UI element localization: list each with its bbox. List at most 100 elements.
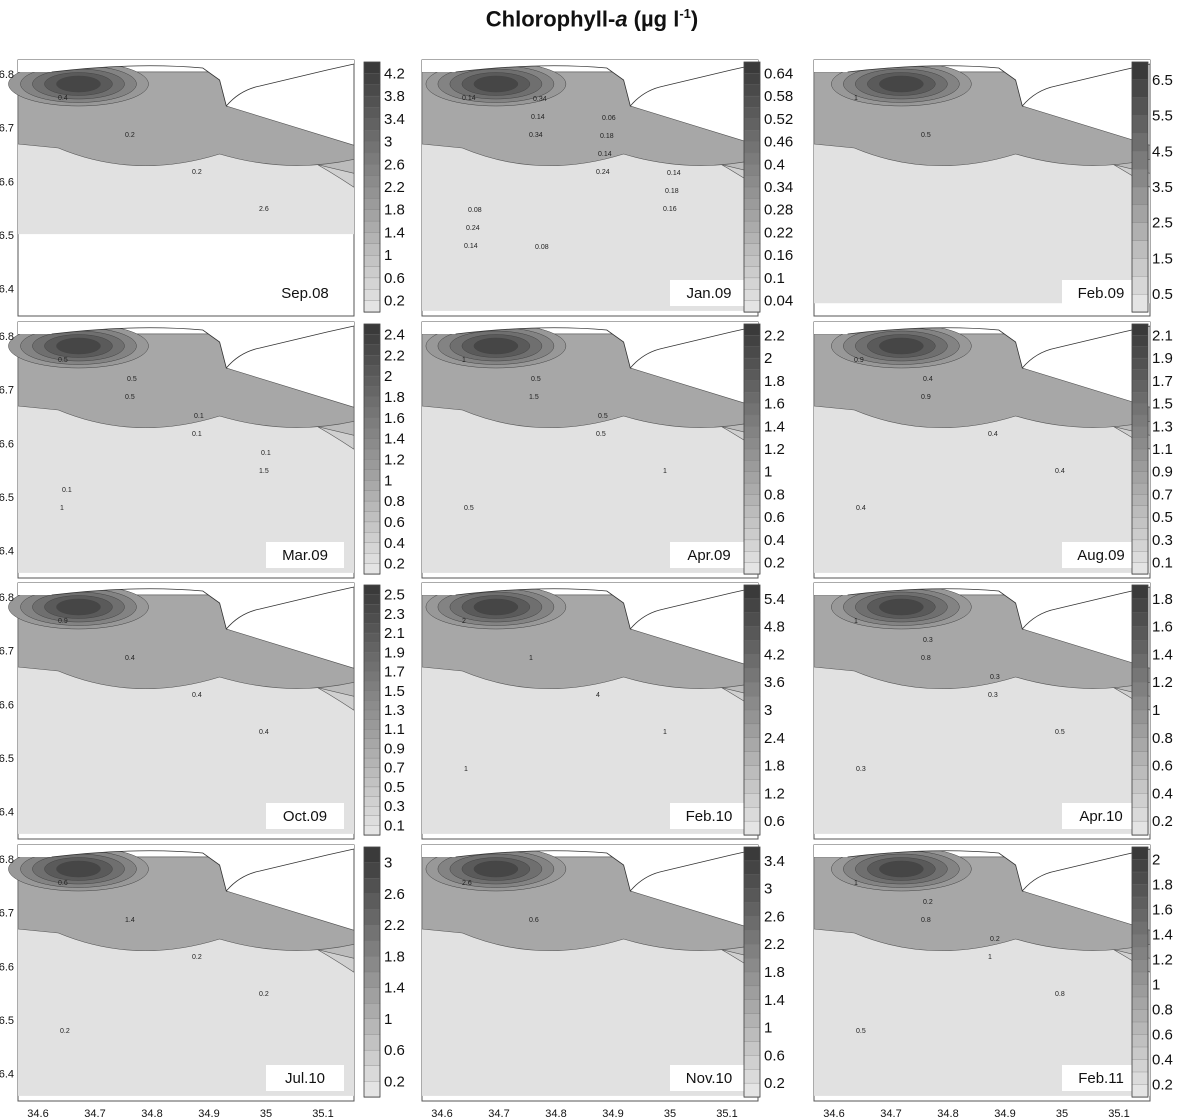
colorbar-swatch — [1131, 528, 1149, 541]
colorbar-swatch — [743, 765, 761, 781]
colorbar-swatch — [743, 1055, 761, 1070]
coastline — [847, 63, 1151, 107]
colorbar-tick-label: 0.8 — [764, 486, 785, 503]
contour-label: 0.2 — [923, 899, 933, 906]
colorbar-swatch — [1131, 640, 1149, 656]
colorbar-tick-label: 1.8 — [1152, 877, 1173, 894]
colorbar-swatch — [1131, 61, 1149, 81]
contour-label: 0.9 — [921, 394, 931, 401]
colorbar-swatch — [363, 118, 381, 131]
colorbar-swatch — [743, 820, 761, 836]
colorbar-swatch — [1131, 494, 1149, 507]
hotspot-contour — [56, 75, 101, 93]
x-tick-label: 34.9 — [602, 1108, 623, 1118]
colorbar-frame — [363, 846, 381, 1098]
colorbar-tick-label: 1.9 — [1152, 350, 1173, 367]
x-tick-label: 34.9 — [994, 1108, 1015, 1118]
colorbar-tick-label: 0.7 — [384, 760, 405, 777]
colorbar-tick-label: 3 — [764, 881, 772, 898]
contour-label: 0.3 — [990, 674, 1000, 681]
colorbar-swatch — [363, 594, 381, 605]
colorbar-tick-label: 0.3 — [384, 798, 405, 815]
panel-feb-09: 1 0.5 Feb.09 6.5 5.5 4.5 3.5 2.5 1.5 0.5 — [813, 59, 1173, 317]
colorbar-tick-label: 2.5 — [1152, 215, 1173, 232]
colorbar-swatch — [1131, 793, 1149, 808]
colorbar-tick-label: 2.2 — [384, 917, 405, 934]
colorbar-tick-label: 2.1 — [384, 625, 405, 642]
colorbar-swatch — [1131, 482, 1149, 496]
contour-label: 0.4 — [125, 655, 135, 662]
colorbar-tick-label: 0.28 — [764, 202, 793, 219]
contour-label: 0.5 — [921, 132, 931, 139]
colorbar-tick-label: 1.8 — [384, 948, 405, 965]
contour-label: 0.5 — [531, 376, 541, 383]
colorbar-swatch — [743, 737, 761, 753]
panel-date-label: Jan.09 — [686, 285, 731, 302]
colorbar-tick-label: 0.1 — [764, 270, 785, 287]
coastline — [455, 63, 759, 107]
colorbar-swatch — [363, 375, 381, 388]
land-area — [422, 583, 758, 629]
colorbar-tick-label: 0.6 — [384, 270, 405, 287]
colorbar-swatch — [363, 940, 381, 958]
colorbar-swatch — [1131, 115, 1149, 135]
contour-label: 4 — [596, 692, 600, 699]
hotspot-contour — [473, 337, 519, 355]
colorbar-swatch — [1131, 668, 1149, 683]
colorbar-tick-label: 1.7 — [1152, 373, 1173, 390]
figure-title: Chlorophyll-a (µg l-1) — [485, 6, 699, 32]
colorbar-swatch — [363, 95, 381, 109]
contour-label: 0.18 — [600, 133, 614, 140]
colorbar-swatch — [363, 255, 381, 268]
colorbar-swatch — [1131, 460, 1149, 473]
colorbar-swatch — [743, 357, 761, 371]
colorbar-swatch — [363, 243, 381, 256]
colorbar-swatch — [1131, 765, 1149, 781]
colorbar-tick-label: 0.1 — [1152, 555, 1173, 572]
x-tick-label: 34.9 — [198, 1108, 219, 1118]
colorbar-swatch — [363, 175, 381, 188]
colorbar-swatch — [363, 632, 381, 644]
colorbar-swatch — [1131, 682, 1149, 697]
panel-date-label: Feb.11 — [1078, 1070, 1124, 1087]
colorbar-tick-label: 0.6 — [1152, 758, 1173, 775]
colorbar-swatch — [743, 682, 761, 697]
colorbar-swatch — [743, 846, 761, 862]
colorbar-swatch — [363, 344, 381, 356]
colorbar-swatch — [743, 999, 761, 1015]
y-tick-label: 36.8 — [0, 854, 14, 866]
colorbar-swatch — [743, 164, 761, 177]
colorbar-tick-label: 0.9 — [384, 740, 405, 757]
contour-label: 2.6 — [259, 206, 269, 213]
colorbar-swatch — [1131, 820, 1149, 836]
colorbar-tick-label: 2 — [1152, 852, 1160, 869]
panel-feb-10: 2 1 4 1 1 Feb.10 5.4 4.8 4.2 3.6 3 2.4 1.8 1.2 0.6 — [421, 582, 785, 840]
colorbar-swatch — [743, 403, 761, 416]
colorbar-swatch — [743, 640, 761, 656]
colorbar-swatch — [363, 846, 381, 864]
colorbar-tick-label: 1.4 — [384, 980, 405, 997]
contour-label: 0.2 — [192, 169, 202, 176]
colorbar-swatch — [363, 365, 381, 377]
colorbar-swatch — [743, 779, 761, 794]
colorbar-swatch — [1131, 517, 1149, 530]
colorbar-swatch — [363, 825, 381, 836]
colorbar-swatch — [743, 266, 761, 279]
colorbar-swatch — [1131, 779, 1149, 794]
colorbar-swatch — [363, 584, 381, 596]
contour-label: 0.3 — [988, 692, 998, 699]
panel-date-label: Feb.10 — [686, 808, 733, 825]
contour-label: 0.1 — [194, 413, 204, 420]
y-tick-label: 36.8 — [0, 69, 14, 81]
colorbar-tick-label: 1.6 — [764, 396, 785, 413]
colorbar-tick-label: 1.6 — [1152, 619, 1173, 636]
panel-nov-10: 2.6 0.6 Nov.10 3.4 3 2.6 2.2 1.8 1.4 1 0.6 0.2 — [421, 844, 785, 1102]
colorbar-swatch — [363, 300, 381, 313]
colorbar-swatch — [363, 220, 381, 234]
colorbar-swatch — [743, 118, 761, 131]
colorbar-tick-label: 1.5 — [384, 683, 405, 700]
colorbar-swatch — [1131, 996, 1149, 1011]
colorbar-swatch — [363, 757, 381, 769]
y-tick-label: 36.4 — [0, 1069, 14, 1081]
colorbar-swatch — [743, 723, 761, 739]
